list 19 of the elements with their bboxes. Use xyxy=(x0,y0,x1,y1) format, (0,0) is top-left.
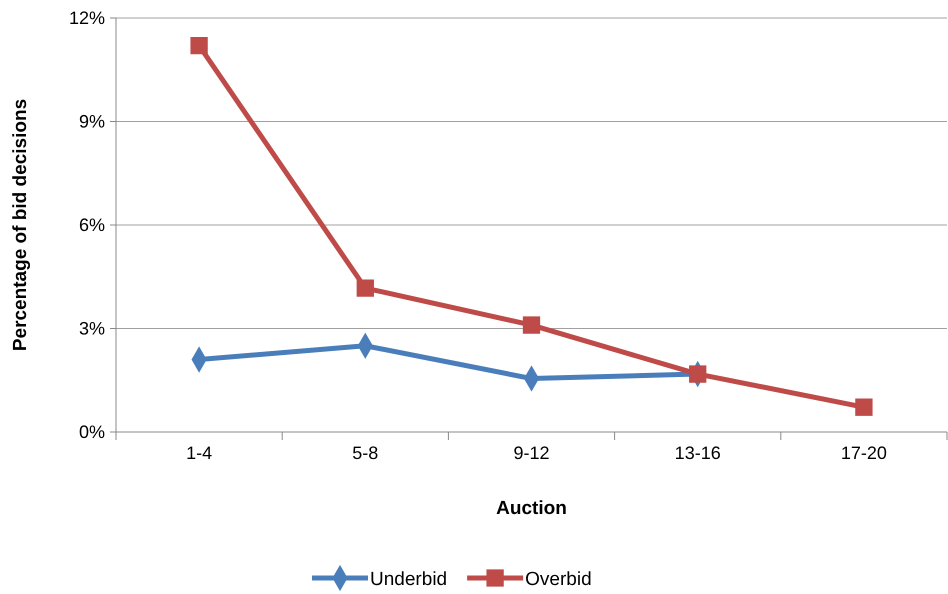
y-tick-label: 3% xyxy=(78,318,105,338)
x-tick-label: 1-4 xyxy=(186,442,212,463)
y-axis-title: Percentage of bid decisions xyxy=(10,98,31,352)
x-tick-label: 17-20 xyxy=(840,442,887,463)
legend-label: Overbid xyxy=(525,569,592,590)
x-tick-label: 5-8 xyxy=(352,442,378,463)
x-tick-label: 13-16 xyxy=(674,442,721,463)
point xyxy=(855,398,873,416)
x-axis-title: Auction xyxy=(496,498,567,519)
point xyxy=(522,316,540,334)
x-tick-label: 9-12 xyxy=(513,442,550,463)
y-tick-label: 0% xyxy=(78,422,105,442)
y-tick-label: 12% xyxy=(68,8,105,28)
point xyxy=(356,279,374,297)
legend-label: Underbid xyxy=(370,569,448,590)
point xyxy=(190,36,208,54)
y-tick-label: 9% xyxy=(78,111,105,132)
point xyxy=(689,365,706,383)
y-tick-label: 6% xyxy=(78,214,105,235)
